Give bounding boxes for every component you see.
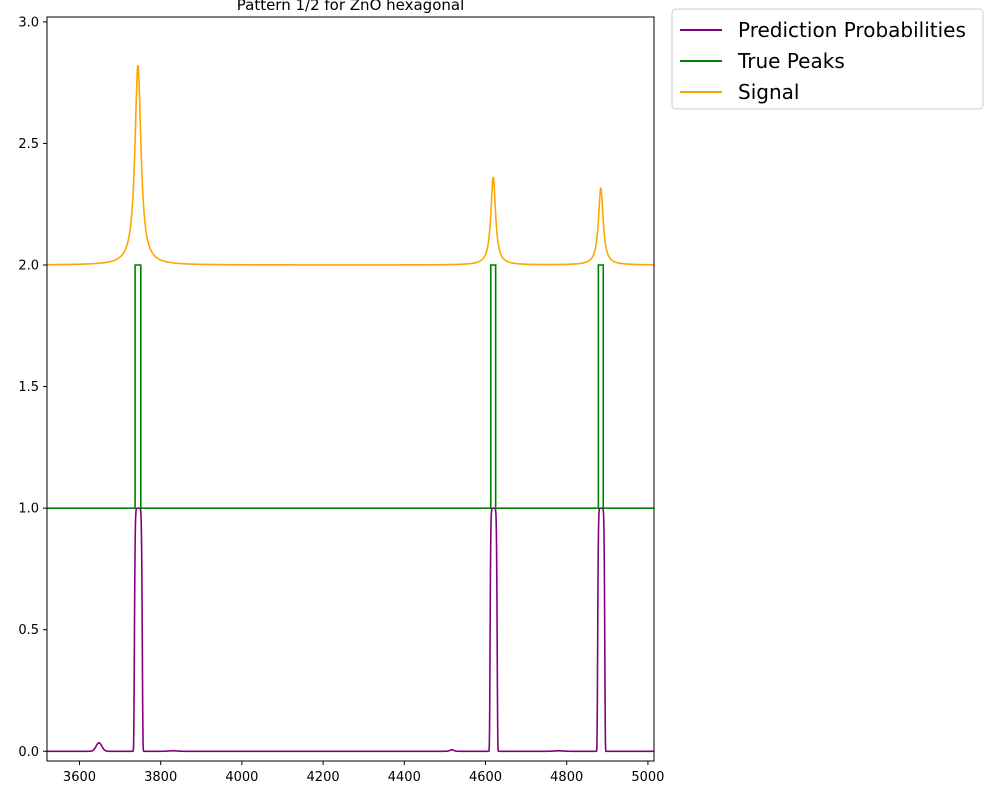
legend-box bbox=[671, 8, 984, 110]
chart-title: Pattern 1/2 for ZnO hexagonal bbox=[237, 0, 465, 14]
axes-frame bbox=[46, 16, 655, 762]
legend-label: Prediction Probabilities bbox=[738, 18, 966, 42]
x-tick-label: 4800 bbox=[550, 770, 583, 785]
x-tick-label: 4000 bbox=[225, 770, 258, 785]
x-tick-label: 5000 bbox=[631, 770, 664, 785]
legend-label: Signal bbox=[738, 80, 799, 104]
y-tick-label: 0.0 bbox=[18, 745, 39, 760]
series-line-true-peaks bbox=[47, 264, 654, 509]
series-layer bbox=[47, 64, 654, 753]
y-tick-label: 1.5 bbox=[18, 380, 39, 395]
x-tick-label: 3600 bbox=[63, 770, 96, 785]
x-tick-label: 3800 bbox=[144, 770, 177, 785]
y-tick-label: 1.0 bbox=[18, 502, 39, 517]
legend: Prediction Probabilities True Peaks Signal bbox=[671, 8, 984, 110]
y-tick-label: 2.0 bbox=[18, 259, 39, 274]
y-tick-label: 3.0 bbox=[18, 15, 39, 30]
x-tick-label: 4400 bbox=[388, 770, 421, 785]
x-tick-label: 4600 bbox=[469, 770, 502, 785]
series-line-signal bbox=[47, 64, 654, 266]
legend-label: True Peaks bbox=[737, 49, 845, 73]
y-tick-label: 0.5 bbox=[18, 623, 39, 638]
y-tick-label: 2.5 bbox=[18, 137, 39, 152]
ticks-layer: 3600 3800 4000 4200 4400 4600 4800 5000 0.0 0.5 1.… bbox=[18, 15, 664, 785]
x-tick-label: 4200 bbox=[307, 770, 340, 785]
series-line-prediction-probabilities bbox=[47, 507, 654, 753]
